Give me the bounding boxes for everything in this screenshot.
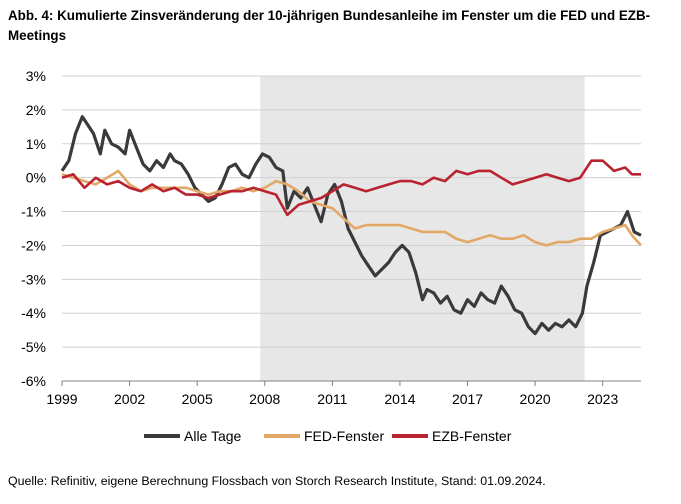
y-tick-label: -4% [21, 305, 46, 321]
x-tick-label: 2023 [587, 391, 618, 407]
y-axis-ticks: 3% 2% 1% 0% -1% -2% -3% -4% -5% -6% [21, 68, 46, 389]
line-chart: 3% 2% 1% 0% -1% -2% -3% -4% -5% -6% 1999 2002 2005 2… [21, 68, 642, 444]
y-tick-label: -6% [21, 373, 46, 389]
x-tick-label: 2008 [249, 391, 280, 407]
y-tick-label: 1% [26, 136, 46, 152]
legend-label: FED-Fenster [304, 428, 384, 444]
y-tick-label: 0% [26, 170, 46, 186]
y-tick-label: -5% [21, 339, 46, 355]
x-tick-label: 1999 [46, 391, 77, 407]
series-line-ezb-fenster [61, 159, 641, 217]
gridlines [62, 75, 641, 348]
x-tick-label: 2017 [452, 391, 483, 407]
legend: Alle Tage FED-Fenster EZB-Fenster [144, 428, 512, 444]
y-tick-label: 3% [26, 68, 46, 84]
series-lines [60, 115, 642, 336]
x-axis: 1999 2002 2005 2008 2011 2014 2017 2020 2023 [46, 380, 641, 407]
source-note: Quelle: Refinitiv, eigene Berechnung Flo… [8, 474, 546, 488]
x-tick-label: 2020 [520, 391, 551, 407]
chart-title: Abb. 4: Kumulierte Zinsveränderung der 1… [8, 8, 651, 43]
y-tick-label: -3% [21, 271, 46, 287]
x-tick-label: 2014 [384, 391, 415, 407]
y-tick-label: -2% [21, 237, 46, 253]
shaded-region [260, 76, 585, 381]
y-tick-label: 2% [26, 102, 46, 118]
x-tick-label: 2005 [182, 391, 213, 407]
legend-label: EZB-Fenster [432, 428, 512, 444]
y-tick-label: -1% [21, 204, 46, 220]
x-tick-label: 2002 [114, 391, 145, 407]
legend-label: Alle Tage [184, 428, 242, 444]
series-line-alle-tage [60, 115, 642, 336]
x-tick-label: 2011 [317, 391, 347, 407]
